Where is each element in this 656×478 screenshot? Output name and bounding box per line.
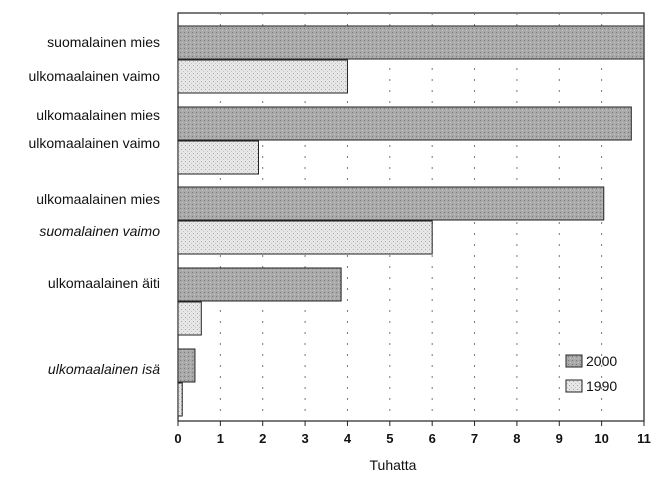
bar-2000-group-5 [177,348,196,383]
category-label: ulkomaalainen mies [36,191,160,207]
x-tick-label: 2 [259,431,266,446]
legend-swatch-1990 [565,379,583,393]
x-tick-label: 1 [217,431,224,446]
category-label: ulkomaalainen vaimo [28,68,160,84]
category-label: suomalainen vaimo [39,223,160,239]
x-tick-label: 7 [471,431,478,446]
x-tick-label: 10 [594,431,608,446]
x-tick-label: 6 [429,431,436,446]
category-label: ulkomaalainen äiti [48,275,160,291]
legend-swatch-2000 [565,354,583,368]
bar-1990-group-5 [177,382,183,417]
x-tick-label: 5 [386,431,393,446]
x-tick-label: 11 [637,431,651,446]
legend-label-2000: 2000 [586,353,617,369]
x-tick-label: 4 [344,431,352,446]
category-label: ulkomaalainen isä [48,361,160,377]
category-label: ulkomaalainen vaimo [28,135,160,151]
bar-1990-group-2 [177,140,259,175]
plot-area: 0 1 2 3 4 5 6 7 8 9 10 11 suomalainen mies ulkomaalai… [28,12,651,446]
bar-2000-group-4 [177,267,342,302]
x-axis-title: Tuhatta [370,457,417,473]
x-tick-label: 3 [301,431,308,446]
category-label: suomalainen mies [47,34,160,50]
bar-2000-group-2 [177,106,632,141]
bar-1990-group-1 [177,59,348,94]
x-tick-label: 0 [174,431,181,446]
legend-label-1990: 1990 [586,378,617,394]
bar-1990-group-4 [177,301,202,336]
bar-2000-group-3 [177,186,605,221]
x-tick-label: 8 [513,431,520,446]
bar-2000-group-1 [177,25,645,60]
category-label: ulkomaalainen mies [36,107,160,123]
bar-1990-group-3 [177,220,433,255]
x-tick-label: 9 [556,431,563,446]
